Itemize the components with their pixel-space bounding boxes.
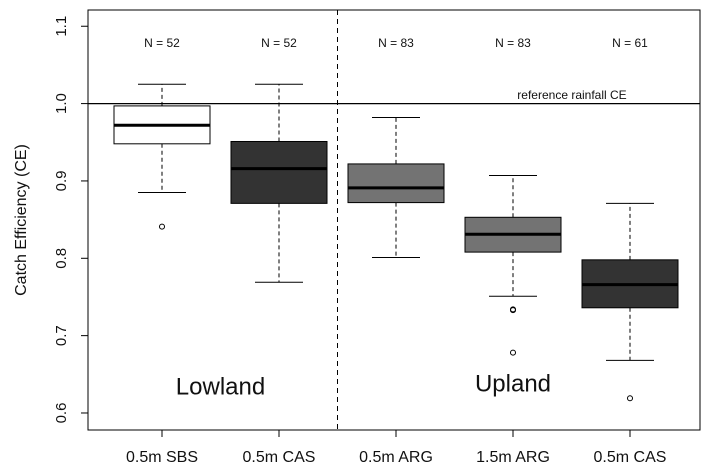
group-label: Upland: [475, 370, 551, 397]
y-tick-label: 1.0: [53, 93, 70, 114]
x-tick-label: 1.5m ARG: [476, 449, 550, 466]
x-tick-label: 0.5m SBS: [126, 449, 198, 466]
reference-label: reference rainfall CE: [517, 88, 626, 102]
plot-frame: [87, 9, 701, 431]
group-label: Lowland: [176, 373, 265, 400]
outlier: [627, 395, 633, 402]
x-tick-label: 0.5m ARG: [359, 449, 433, 466]
x-tick-label: 0.5m CAS: [594, 449, 667, 466]
n-label: N = 61: [612, 36, 648, 50]
y-tick-label: 0.8: [53, 248, 70, 269]
box: [230, 140, 328, 204]
n-label: N = 83: [495, 36, 531, 50]
y-tick-label: 0.7: [53, 325, 70, 346]
x-tick-label: 0.5m CAS: [243, 449, 316, 466]
outlier: [510, 349, 516, 356]
n-label: N = 83: [378, 36, 414, 50]
n-label: N = 52: [144, 36, 180, 50]
y-tick-label: 1.1: [53, 16, 70, 37]
y-tick-label: 0.6: [53, 403, 70, 424]
n-label: N = 52: [261, 36, 297, 50]
box: [347, 163, 445, 204]
outlier: [510, 307, 516, 314]
y-axis-label: Catch Efficiency (CE): [13, 144, 30, 296]
outlier: [159, 223, 165, 230]
y-tick-label: 0.9: [53, 171, 70, 192]
